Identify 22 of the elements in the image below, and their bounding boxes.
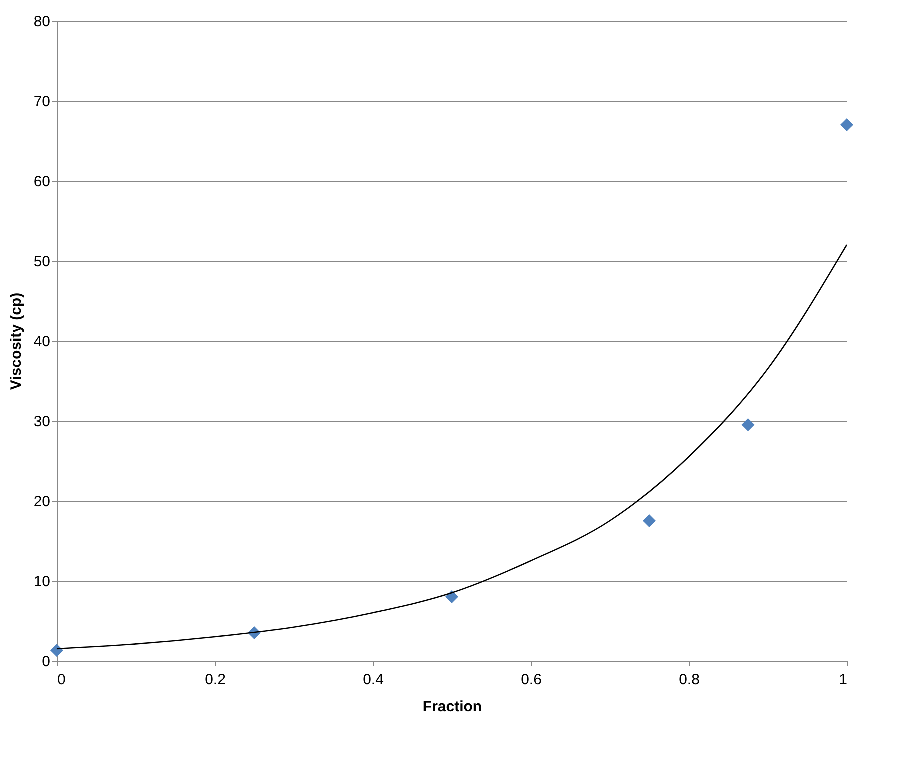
point [445,590,459,604]
x-tick-label: 0.4 [363,672,384,688]
point [840,118,854,132]
x-tick-label: 0.6 [521,672,542,688]
y-tick-label: 40 [34,334,50,350]
y-tick-label: 0 [42,654,50,670]
point [50,644,64,658]
y-tick-label: 50 [34,254,50,270]
x-tick-label: 0 [58,672,66,688]
x-tick-label: 0.8 [679,672,700,688]
x-tick-label: 1 [839,672,848,688]
x-axis-title: Fraction [422,698,482,716]
y-axis-title: Viscosity (cp) [8,292,25,390]
y-tick-label: 70 [34,94,50,110]
point [642,514,656,528]
point [742,418,755,432]
y-tick-label: 60 [34,174,50,190]
y-tick-label: 30 [34,414,50,430]
y-tick-label: 10 [34,574,50,590]
y-tick-label: 20 [34,494,50,510]
y-tick-label: 80 [34,14,50,30]
x-tick-label: 0.2 [205,672,226,688]
